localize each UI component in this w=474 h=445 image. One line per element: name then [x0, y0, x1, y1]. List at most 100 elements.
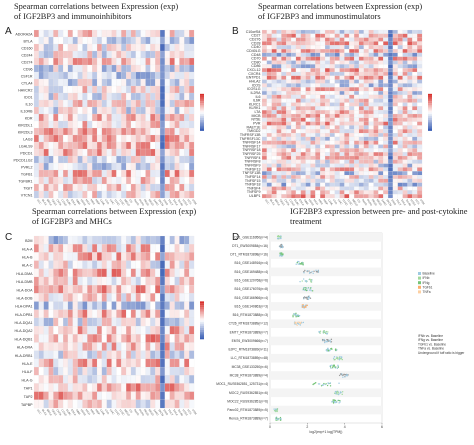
heatmap-cell	[126, 162, 132, 171]
heatmap-cell	[368, 33, 374, 38]
heatmap-cell	[349, 49, 355, 54]
heatmap-cell	[305, 106, 311, 111]
heatmap-cell	[344, 110, 350, 115]
heatmap-cell	[281, 148, 287, 153]
heatmap-cell	[38, 399, 44, 409]
heatmap-cell	[38, 162, 44, 171]
heatmap-cell	[164, 285, 170, 294]
heatmap-cell	[43, 301, 49, 310]
heatmap-cell	[354, 178, 360, 183]
heatmap-cell	[96, 383, 103, 392]
data-point-treated	[274, 409, 276, 412]
heatmap-cell	[373, 75, 379, 80]
heatmap-cell	[189, 50, 195, 59]
heatmap-cell	[412, 79, 418, 84]
heatmap-cell	[402, 37, 408, 42]
heatmap-cell	[349, 117, 355, 122]
data-point-treated	[281, 254, 283, 256]
heatmap-cell	[339, 91, 345, 96]
heatmap-cell	[155, 99, 161, 108]
heatmap-cell	[140, 190, 146, 199]
heatmap-cell	[77, 260, 83, 269]
heatmap-cell	[281, 186, 287, 191]
heatmap-column-label: KIRC	[89, 408, 96, 415]
heatmap-cell	[174, 50, 180, 59]
heatmap-cell	[63, 309, 69, 319]
heatmap-cell	[320, 71, 326, 76]
heatmap-cell	[417, 133, 423, 138]
heatmap-cell	[417, 171, 423, 176]
heatmap-cell	[295, 49, 301, 54]
heatmap-cell	[106, 148, 112, 157]
heatmap-cell	[320, 159, 326, 164]
heatmap-cell	[392, 163, 398, 168]
heatmap-cell	[179, 36, 185, 45]
heatmap-cell	[271, 182, 277, 187]
data-point-baseline	[342, 376, 344, 378]
heatmap-cell	[126, 301, 132, 310]
heatmap-cell	[169, 64, 175, 73]
x-tick-label: 4	[344, 425, 346, 429]
heatmap-cell	[300, 52, 306, 57]
heatmap-cell	[155, 64, 161, 73]
heatmap-cell	[43, 252, 49, 261]
heatmap-row-label: IL2RA	[251, 91, 262, 95]
heatmap-cell	[378, 133, 384, 138]
heatmap-cell	[261, 140, 267, 145]
heatmap-cell	[82, 399, 88, 409]
heatmap-cell	[305, 49, 311, 54]
legend-b-label: Underground if tuff ratio is bigger	[418, 351, 465, 355]
heatmap-cell	[368, 178, 374, 183]
heatmap-cell	[126, 99, 132, 108]
heatmap-cell	[189, 148, 195, 157]
heatmap-cell	[150, 57, 156, 66]
heatmap-cell	[412, 140, 418, 145]
heatmap-cell	[87, 235, 93, 245]
heatmap-cell	[63, 50, 69, 59]
heatmap-cell	[315, 102, 321, 107]
heatmap-cell	[339, 79, 345, 84]
heatmap-cell	[349, 79, 355, 84]
heatmap-cell	[324, 56, 331, 61]
heatmap-cell	[126, 252, 132, 261]
heatmap-row-label: RAET1E	[247, 125, 262, 129]
heatmap-cell	[159, 92, 166, 101]
heatmap-cell	[392, 33, 398, 38]
heatmap-cell	[121, 169, 127, 178]
heatmap-cell	[58, 190, 64, 199]
heatmap-cell	[271, 91, 277, 96]
heatmap-cell	[159, 391, 166, 400]
heatmap-row-label: C10orf54	[246, 30, 261, 34]
heatmap-cell	[38, 391, 44, 400]
heatmap-cell	[368, 106, 374, 111]
heatmap-cell	[179, 127, 185, 136]
heatmap-cell	[387, 87, 394, 92]
heatmap-cell	[286, 136, 292, 141]
heatmap-cell	[72, 268, 78, 278]
heatmap-cell	[87, 375, 93, 384]
heatmap-cell	[291, 136, 297, 141]
heatmap-cell	[383, 186, 389, 191]
heatmap-cell	[417, 117, 423, 122]
heatmap-cell	[48, 99, 54, 108]
heatmap-cell	[58, 85, 64, 94]
heatmap-cell	[53, 162, 59, 171]
heatmap-cell	[155, 366, 161, 376]
heatmap-cell	[63, 113, 69, 122]
heatmap-cell	[281, 175, 287, 180]
heatmap-cell	[72, 183, 78, 192]
heatmap-cell	[324, 144, 331, 149]
panel-a-letter: A	[5, 26, 12, 37]
heatmap-cell	[67, 176, 73, 185]
heatmap-cell	[324, 33, 331, 38]
heatmap-cell	[281, 190, 287, 195]
heatmap-column-label: SKCM	[157, 198, 165, 206]
heatmap-cell	[320, 136, 326, 141]
heatmap-cell	[358, 152, 364, 157]
heatmap-cell	[320, 125, 326, 130]
heatmap-cell	[106, 235, 112, 245]
heatmap-cell	[378, 52, 384, 57]
heatmap-cell	[159, 383, 166, 392]
colorbar-step	[428, 117, 432, 120]
heatmap-cell	[286, 49, 292, 54]
